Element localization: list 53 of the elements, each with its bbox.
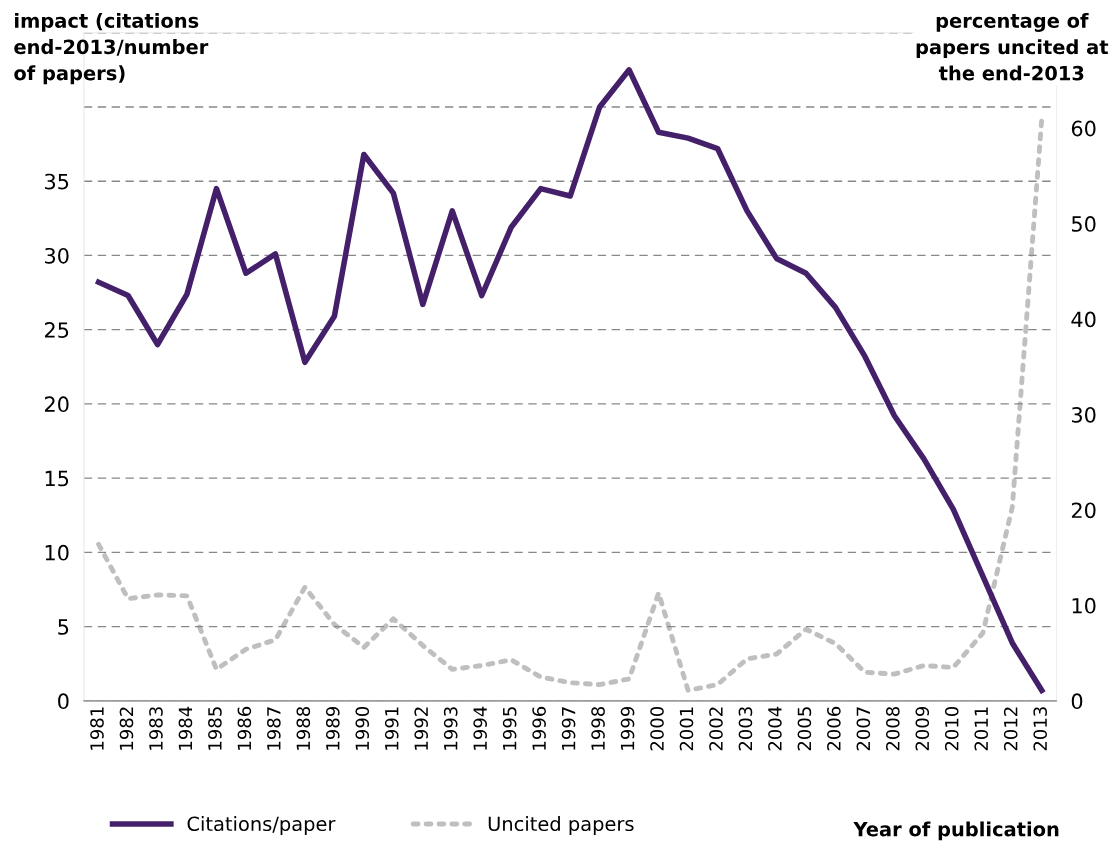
x-tick-label: 2010 [944,706,959,751]
x-tick-label: 1998 [591,706,605,750]
y-tick-label: 0 [58,693,69,710]
x-tick-label: 1981 [90,707,104,750]
x-tick-label: 2012 [1003,707,1018,751]
x-tick-label: 1991 [384,707,399,750]
x-tick-label: 2006 [827,706,841,751]
x-tick-label: 1993 [443,707,458,750]
x-tick-label: 1999 [620,706,635,750]
x-tick-label: 1985 [208,707,222,750]
x-tick-label: 2000 [650,706,664,751]
x-tick-label: 1983 [149,707,163,750]
x-tick-label: 1989 [325,706,340,750]
x-tick-label: 2002 [709,707,723,751]
x-tick-label: 2013 [1033,707,1048,751]
x-tick-label: 2001 [679,707,694,751]
x-tick-label: 1984 [178,706,193,750]
y-tick-label: 15 [45,470,69,487]
y2-axis-title: percentage of papers uncited at the end-2013 [916,12,1109,81]
x-tick-label: 1986 [237,706,252,750]
y-tick-label: 25 [44,322,69,338]
x-tick-label: 1995 [502,707,517,750]
x-tick-label: 2009 [915,706,930,751]
y-tick-label: 20 [44,396,69,413]
x-tick-label: 1982 [119,707,134,750]
x-tick-label: 2007 [856,707,871,751]
y2-tick-label: 10 [1072,597,1096,614]
x-tick-label: 1996 [532,706,546,750]
x-tick-label: 1987 [267,707,281,750]
y-axis-title: impact (citations end-2013/number of papers) [14,12,209,85]
y2-tick-label: 20 [1071,502,1096,519]
x-tick-label: 2003 [738,707,753,751]
y2-tick-label: 0 [1071,693,1083,710]
x-tick-label: 1994 [473,706,487,750]
x-tick-label: 2008 [885,706,900,751]
y-tick-label: 35 [45,173,69,190]
y2-tick-label: 60 [1071,120,1096,137]
y2-tick-label: 50 [1072,216,1096,232]
legend-label: Citations/paper [187,816,336,835]
x-tick-label: 2011 [974,707,989,751]
legend-label: Uncited papers [488,816,634,835]
x-tick-label: 2005 [797,707,812,751]
x-tick-label: 2004 [768,706,782,751]
y-tick-label: 5 [58,619,69,635]
x-tick-label: 1990 [355,706,370,750]
y2-tick-label: 40 [1071,311,1096,328]
x-tick-label: 1988 [296,706,311,750]
x-tick-label: 1992 [414,707,429,750]
y2-tick-label: 30 [1071,406,1096,423]
x-axis-title: Year of publication [853,821,1059,841]
y-tick-label: 30 [45,247,69,264]
y-tick-label: 10 [45,544,69,561]
x-tick-label: 1997 [561,707,576,750]
